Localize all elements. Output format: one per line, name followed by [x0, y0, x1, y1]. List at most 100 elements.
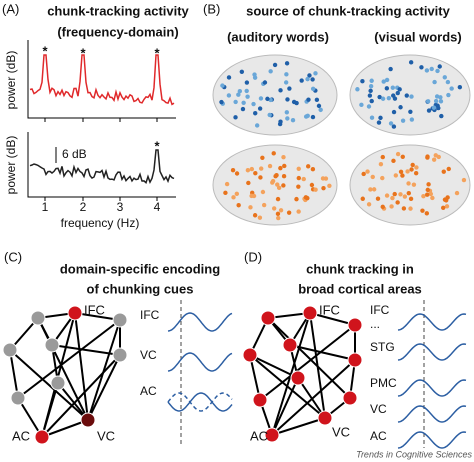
- node: [342, 390, 358, 406]
- node: [347, 352, 363, 368]
- source-dot: [442, 75, 447, 80]
- source-dot: [267, 112, 272, 118]
- source-dot: [430, 195, 435, 201]
- source-dot: [398, 192, 403, 197]
- node-label: AC: [250, 428, 268, 443]
- panel-title: broad cortical areas: [298, 281, 422, 296]
- source-dot: [395, 151, 401, 157]
- source-dot: [371, 187, 377, 192]
- source-dot: [285, 116, 290, 121]
- edge: [17, 397, 43, 438]
- source-dot: [368, 83, 374, 89]
- peak-marker: *: [42, 43, 48, 58]
- node: [2, 342, 18, 358]
- node-label: VC: [332, 424, 350, 439]
- axis-label: frequency (Hz): [61, 216, 140, 230]
- source-dot: [239, 69, 245, 74]
- source-dot: [309, 182, 315, 188]
- source-dot: [444, 204, 450, 209]
- waves: [397, 313, 467, 449]
- edge: [41, 382, 59, 438]
- source-dot: [398, 105, 403, 110]
- source-dot: [224, 181, 230, 187]
- source-dot: [262, 80, 268, 85]
- wave: [167, 392, 233, 412]
- node: [112, 347, 128, 363]
- source-dot: [226, 93, 232, 98]
- axis-label: power (dB): [4, 136, 18, 195]
- source-dot: [258, 166, 264, 171]
- source-dot: [389, 204, 394, 209]
- node-label: IFC: [84, 302, 105, 317]
- source-dot: [366, 104, 372, 109]
- node: [317, 410, 333, 426]
- source-dot: [369, 78, 374, 83]
- source-dot: [380, 154, 385, 160]
- edge: [249, 354, 326, 419]
- x-tick-label: 3: [117, 200, 124, 214]
- source-dot: [424, 211, 430, 216]
- source-dot: [260, 189, 266, 195]
- source-dot: [321, 185, 326, 191]
- column-label: (visual words): [374, 29, 461, 44]
- source-dot: [434, 94, 440, 99]
- node: [80, 412, 96, 428]
- edge: [267, 317, 351, 399]
- edge: [309, 312, 356, 326]
- source-dot: [265, 96, 270, 102]
- edge: [9, 349, 19, 399]
- source-dot: [461, 177, 467, 183]
- edge: [41, 354, 121, 438]
- source-dot: [411, 182, 417, 187]
- source-dot: [299, 78, 304, 83]
- source-dot: [367, 93, 373, 98]
- node: [67, 305, 83, 321]
- source-dot: [370, 174, 375, 180]
- source-dot: [384, 77, 390, 83]
- source-dot: [253, 171, 258, 176]
- source-dot: [296, 184, 301, 189]
- source-dot: [391, 158, 396, 164]
- source-dot: [267, 163, 273, 169]
- source-dot: [410, 162, 415, 168]
- node: [112, 312, 128, 328]
- source-dot: [260, 155, 265, 160]
- source-dot: [425, 187, 430, 193]
- source-dot: [271, 151, 276, 156]
- source-dot: [391, 93, 396, 98]
- source-dot: [271, 206, 277, 211]
- source-dot: [443, 198, 449, 203]
- axes: [27, 40, 176, 201]
- source-dot: [307, 73, 312, 78]
- source-dot: [248, 205, 253, 210]
- edge: [74, 312, 121, 321]
- edge: [41, 419, 89, 438]
- source-dot: [360, 196, 365, 201]
- wave: [397, 313, 467, 331]
- edge: [87, 354, 121, 421]
- source-dot: [406, 181, 411, 186]
- edge: [37, 317, 89, 421]
- source-dot: [391, 124, 397, 129]
- source-dot: [400, 173, 405, 178]
- source-dot: [275, 182, 280, 187]
- source-dot: [408, 109, 413, 114]
- wave-label: ...: [370, 317, 380, 331]
- source-dot: [296, 166, 301, 171]
- source-dot: [438, 99, 444, 104]
- source-dot: [278, 119, 283, 124]
- source-dot: [244, 80, 250, 85]
- source-dot: [310, 77, 315, 82]
- source-dot: [393, 173, 399, 178]
- source-dot: [223, 190, 228, 196]
- source-dot: [276, 215, 281, 221]
- wave: [397, 379, 467, 397]
- node: [50, 375, 66, 391]
- source-dot: [276, 185, 282, 191]
- source-dot: [428, 191, 434, 197]
- source-dot: [283, 80, 289, 85]
- source-dot: [361, 171, 366, 177]
- source-dot: [392, 191, 397, 197]
- source-dot: [236, 92, 241, 97]
- source-dot: [441, 205, 446, 211]
